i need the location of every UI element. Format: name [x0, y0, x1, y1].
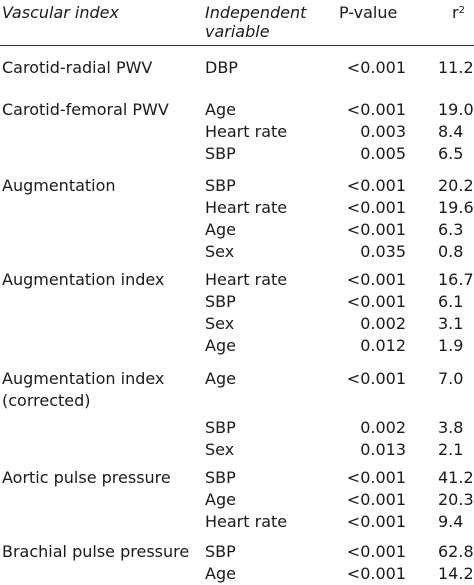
header-r2: r2 [452, 2, 465, 23]
cell-p: <0.001 [346, 542, 406, 561]
cell-p: <0.001 [346, 369, 406, 388]
cell-variable: SBP [205, 418, 236, 437]
cell-variable: Heart rate [205, 122, 288, 141]
cell-r2: 20.3 [438, 490, 474, 509]
cell-variable: DBP [205, 58, 238, 77]
cell-variable: Age [205, 220, 236, 239]
cell-p: <0.001 [346, 512, 406, 531]
header-p-value-text: P-value [339, 3, 398, 22]
cell-index: (corrected) [2, 391, 91, 410]
cell-variable: Age [205, 564, 236, 583]
cell-r2: 20.2 [438, 176, 474, 195]
cell-r2: 41.2 [438, 468, 474, 487]
cell-r2: 0.8 [438, 242, 464, 261]
cell-variable: Heart rate [205, 512, 288, 531]
cell-index: Augmentation index [2, 369, 165, 388]
cell-variable: Age [205, 336, 236, 355]
cell-variable: Age [205, 490, 236, 509]
cell-variable: SBP [205, 144, 236, 163]
header-rule [0, 45, 474, 46]
cell-r2: 6.1 [438, 292, 464, 311]
cell-p: <0.001 [346, 564, 406, 583]
cell-r2: 2.1 [438, 440, 464, 459]
cell-variable: Sex [205, 242, 235, 261]
cell-index: Carotid-radial PWV [2, 58, 153, 77]
cell-variable: Age [205, 369, 236, 388]
cell-variable: Heart rate [205, 198, 288, 217]
cell-p: <0.001 [346, 198, 406, 217]
cell-r2: 11.2 [438, 58, 474, 77]
cell-r2: 14.2 [438, 564, 474, 583]
cell-r2: 19.6 [438, 198, 474, 217]
header-independent-variable-line2: variable [205, 22, 270, 41]
cell-p: <0.001 [346, 220, 406, 239]
cell-p: <0.001 [346, 292, 406, 311]
cell-r2: 6.3 [438, 220, 464, 239]
cell-r2: 16.7 [438, 270, 474, 289]
cell-variable: SBP [205, 176, 236, 195]
cell-p: <0.001 [346, 270, 406, 289]
cell-index: Augmentation [2, 176, 116, 195]
cell-variable: Heart rate [205, 270, 288, 289]
cell-variable: SBP [205, 292, 236, 311]
cell-r2: 6.5 [438, 144, 464, 163]
cell-r2: 3.8 [438, 418, 464, 437]
cell-variable: SBP [205, 468, 236, 487]
cell-p: 0.002 [360, 418, 406, 437]
header-p-value: P-value [339, 2, 397, 23]
cell-p: 0.005 [360, 144, 406, 163]
header-r2-sup: 2 [458, 5, 465, 16]
cell-p: <0.001 [346, 58, 406, 77]
cell-r2: 8.4 [438, 122, 464, 141]
header-independent-variable-line1: Independent [205, 3, 307, 22]
cell-variable: Sex [205, 314, 235, 333]
cell-p: 0.002 [360, 314, 406, 333]
cell-index: Aortic pulse pressure [2, 468, 171, 487]
cell-p: <0.001 [346, 490, 406, 509]
header-vascular-index: Vascular index [2, 3, 119, 22]
cell-index: Augmentation index [2, 270, 165, 289]
cell-index: Carotid-femoral PWV [2, 100, 169, 119]
cell-p: <0.001 [346, 468, 406, 487]
cell-r2: 3.1 [438, 314, 464, 333]
cell-p: 0.003 [360, 122, 406, 141]
cell-index: Brachial pulse pressure [2, 542, 190, 561]
cell-r2: 9.4 [438, 512, 464, 531]
cell-p: <0.001 [346, 176, 406, 195]
cell-r2: 19.0 [438, 100, 474, 119]
header-r2-text: r [452, 3, 459, 22]
cell-r2: 1.9 [438, 336, 464, 355]
cell-p: 0.012 [360, 336, 406, 355]
cell-p: 0.013 [360, 440, 406, 459]
cell-variable: Age [205, 100, 236, 119]
cell-r2: 7.0 [438, 369, 464, 388]
cell-p: <0.001 [346, 100, 406, 119]
cell-variable: Sex [205, 440, 235, 459]
cell-r2: 62.8 [438, 542, 474, 561]
cell-p: 0.035 [360, 242, 406, 261]
cell-variable: SBP [205, 542, 236, 561]
